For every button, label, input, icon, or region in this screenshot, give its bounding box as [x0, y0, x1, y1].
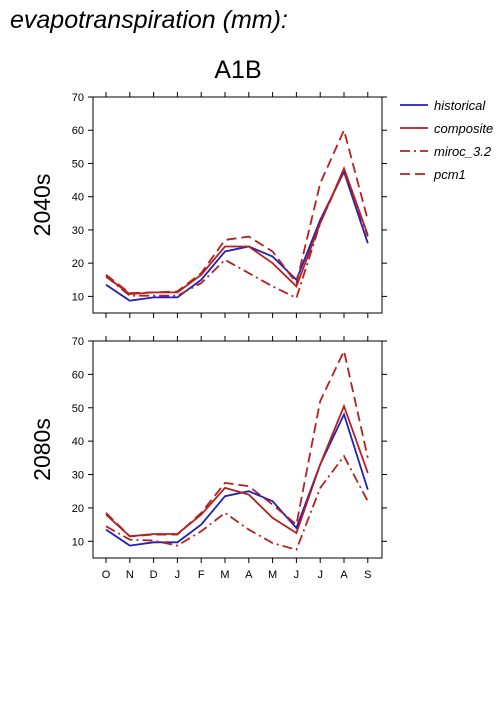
- series-line-pcm1-2040s: [105, 127, 369, 295]
- plot-frame-2080s: [92, 340, 383, 559]
- series-line-miroc_3.2-2040s: [105, 167, 369, 300]
- x-tick-label: A: [245, 569, 253, 581]
- y-tick-label: 40: [72, 436, 84, 448]
- legend-label-miroc_3.2: miroc_3.2: [434, 144, 492, 159]
- x-tick-label: J: [175, 569, 181, 581]
- scenario-title: A1B: [214, 56, 262, 84]
- y-tick-label: 60: [72, 125, 84, 137]
- series-line-composite-2040s: [105, 165, 369, 296]
- series-line-composite-2080s: [105, 403, 369, 538]
- page-title: evapotranspiration (mm):: [10, 6, 288, 34]
- y-tick-label: 40: [72, 192, 84, 204]
- panel-label-2080s: 2080s: [29, 418, 55, 481]
- plot-frame-2040s: [92, 96, 383, 314]
- y-tick-label: 70: [72, 336, 84, 348]
- y-tick-label: 70: [72, 92, 84, 104]
- x-tick-label: J: [317, 569, 323, 581]
- y-tick-label: 20: [72, 503, 84, 515]
- x-tick-label: A: [340, 569, 348, 581]
- x-tick-label: M: [220, 569, 229, 581]
- x-tick-label: S: [364, 569, 371, 581]
- y-tick-label: 60: [72, 369, 84, 381]
- x-tick-label: M: [268, 569, 277, 581]
- x-tick-label: O: [102, 569, 111, 581]
- y-tick-label: 10: [72, 291, 84, 303]
- x-tick-label: F: [198, 569, 205, 581]
- legend-label-pcm1: pcm1: [433, 167, 466, 182]
- x-tick-label: N: [126, 569, 134, 581]
- y-tick-label: 30: [72, 470, 84, 482]
- y-tick-label: 20: [72, 258, 84, 270]
- x-tick-label: J: [294, 569, 300, 581]
- series-line-historical-2040s: [105, 169, 369, 302]
- series-line-pcm1-2080s: [105, 348, 369, 538]
- x-tick-label: D: [150, 569, 158, 581]
- y-tick-label: 10: [72, 536, 84, 548]
- y-tick-label: 50: [72, 158, 84, 170]
- series-line-historical-2080s: [105, 411, 369, 547]
- legend-label-composite: composite: [434, 121, 493, 136]
- legend-label-historical: historical: [434, 98, 486, 113]
- y-tick-label: 50: [72, 403, 84, 415]
- series-line-miroc_3.2-2080s: [105, 454, 369, 551]
- panel-label-2040s: 2040s: [29, 174, 55, 237]
- y-tick-label: 30: [72, 225, 84, 237]
